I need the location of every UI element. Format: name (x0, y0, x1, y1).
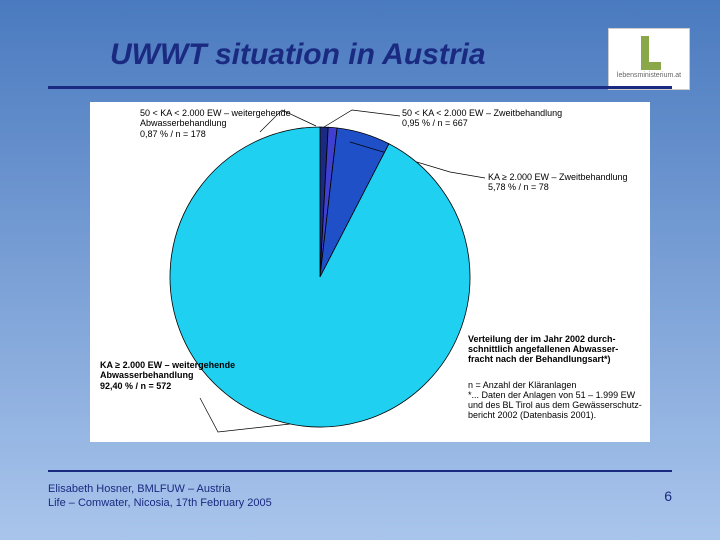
chart-caption-title: Verteilung der im Jahr 2002 durch-schnit… (468, 334, 618, 364)
slide: UWWT situation in Austria lebensminister… (0, 0, 720, 540)
slice-label-large-advanced: KA ≥ 2.000 EW – weitergehendeAbwasserbeh… (100, 360, 235, 391)
page-title: UWWT situation in Austria (110, 38, 486, 72)
page-number: 6 (664, 488, 672, 504)
footer-rule (48, 470, 672, 472)
chart-caption-notes: n = Anzahl der Kläranlagen*... Daten der… (468, 380, 642, 420)
slice-label-small-secondary: 50 < KA < 2.000 EW – Zweitbehandlung0,95… (402, 108, 562, 129)
ministry-logo: lebensministerium.at (608, 28, 690, 90)
title-rule (48, 86, 672, 89)
footer-line2: Life – Comwater, Nicosia, 17th February … (48, 496, 272, 510)
logo-text: lebensministerium.at (617, 72, 681, 79)
pie-chart: 50 < KA < 2.000 EW – weitergehendeAbwass… (90, 102, 650, 442)
footer-text: Elisabeth Hosner, BMLFUW – Austria Life … (48, 482, 272, 511)
leader-s2_small_secondary (324, 110, 400, 127)
logo-l-shape (635, 36, 663, 70)
footer-line1: Elisabeth Hosner, BMLFUW – Austria (48, 482, 272, 496)
slice-label-small-advanced: 50 < KA < 2.000 EW – weitergehendeAbwass… (140, 108, 291, 139)
slice-label-large-secondary: KA ≥ 2.000 EW – Zweitbehandlung5,78 % / … (488, 172, 628, 193)
